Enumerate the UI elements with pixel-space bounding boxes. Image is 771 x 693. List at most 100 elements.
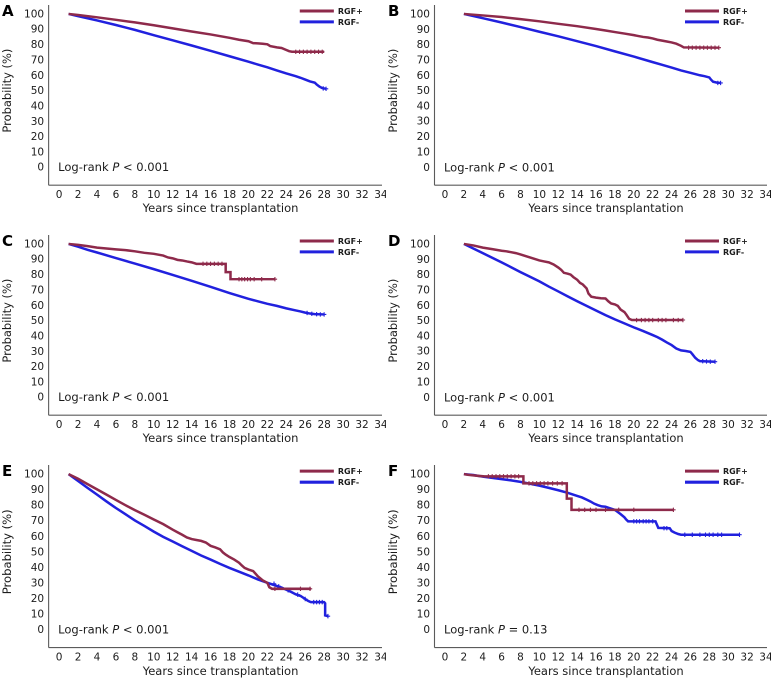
y-tick-label: 80 xyxy=(417,269,430,281)
y-tick-label: 50 xyxy=(417,85,430,97)
x-tick-label: 18 xyxy=(608,419,621,431)
x-tick-label: 6 xyxy=(498,189,505,201)
series-rgf-minusplus-curve xyxy=(68,242,275,281)
y-tick-label: 10 xyxy=(417,608,430,620)
x-tick-label: 4 xyxy=(94,652,101,664)
x-tick-label: 26 xyxy=(684,652,698,664)
y-axis-title: Probability (%) xyxy=(0,509,14,594)
x-tick-label: 32 xyxy=(740,652,753,664)
x-tick-label: 16 xyxy=(589,189,602,201)
log-rank-annotation: Log-rank P < 0.001 xyxy=(444,160,555,174)
x-tick-label: 8 xyxy=(517,419,524,431)
series-rgf-minus-curve xyxy=(463,242,716,363)
y-tick-label: 30 xyxy=(417,116,430,128)
x-tick-label: 18 xyxy=(223,419,236,431)
legend-label: RGF- xyxy=(338,478,359,487)
x-tick-label: 22 xyxy=(646,419,659,431)
y-tick-label: 10 xyxy=(417,376,430,388)
legend-label: RGF+ xyxy=(338,7,363,16)
censor-marks xyxy=(700,358,718,364)
x-tick-label: 2 xyxy=(461,419,468,431)
x-tick-label: 30 xyxy=(722,419,735,431)
panel-letter: C xyxy=(2,232,13,250)
x-tick-label: 22 xyxy=(261,419,274,431)
y-tick-label: 80 xyxy=(31,500,45,512)
y-tick-label: 20 xyxy=(31,131,44,143)
y-tick-label: 50 xyxy=(31,85,44,97)
panel-B: 0 10 20 30 40 50 60 70 80 90 100 0 2 4 6 8 10 12 14 16 18 20 2… xyxy=(386,0,771,230)
x-tick-label: 16 xyxy=(589,652,603,664)
x-tick-label: 24 xyxy=(280,189,294,201)
panel-letter: F xyxy=(388,462,398,480)
y-tick-label: 90 xyxy=(31,24,44,36)
x-tick-label: 32 xyxy=(740,189,753,201)
censor-marks xyxy=(715,80,723,86)
y-tick-label: 100 xyxy=(24,8,44,20)
y-tick-label: 70 xyxy=(31,284,44,296)
x-tick-label: 26 xyxy=(684,189,697,201)
x-tick-label: 12 xyxy=(166,652,179,664)
x-tick-label: 2 xyxy=(461,189,468,201)
x-tick-label: 8 xyxy=(132,419,139,431)
y-tick-label: 30 xyxy=(31,346,44,358)
x-tick-label: 18 xyxy=(223,189,236,201)
x-tick-label: 16 xyxy=(204,652,218,664)
x-tick-label: 24 xyxy=(665,652,679,664)
y-tick-label: 20 xyxy=(417,361,430,373)
censor-marks xyxy=(271,581,331,619)
x-tick-label: 12 xyxy=(166,189,179,201)
x-tick-label: 34 xyxy=(374,189,386,201)
series-rgf-minus-curve xyxy=(463,12,721,85)
x-tick-label: 28 xyxy=(703,419,716,431)
y-tick-label: 60 xyxy=(31,70,44,82)
x-tick-label: 0 xyxy=(56,419,63,431)
y-axis-title: Probability (%) xyxy=(0,279,14,363)
legend-label: RGF+ xyxy=(723,237,748,246)
x-tick-label: 28 xyxy=(317,419,330,431)
x-tick-label: 0 xyxy=(442,419,449,431)
y-axis-title: Probability (%) xyxy=(0,49,14,133)
y-tick-label: 90 xyxy=(31,484,45,496)
y-tick-label: 90 xyxy=(31,254,44,266)
y-tick-label: 100 xyxy=(410,469,430,481)
y-tick-label: 20 xyxy=(31,593,45,605)
y-tick-label: 20 xyxy=(31,361,44,373)
censor-marks xyxy=(486,474,676,513)
x-tick-label: 4 xyxy=(479,419,486,431)
x-tick-label: 34 xyxy=(374,652,386,664)
series-rgf-minusplus-curve xyxy=(68,12,325,54)
y-tick-label: 10 xyxy=(417,146,430,158)
log-rank-annotation: Log-rank P < 0.001 xyxy=(444,390,555,404)
y-tick-label: 40 xyxy=(417,562,430,574)
y-tick-label: 70 xyxy=(417,54,430,66)
panel-C: 0 10 20 30 40 50 60 70 80 90 100 0 2 4 6 8 10 12 14 16 18 20 2… xyxy=(0,230,386,460)
log-rank-annotation: Log-rank P < 0.001 xyxy=(58,622,169,636)
x-axis-title: Years since transplantation xyxy=(527,664,683,678)
x-tick-label: 14 xyxy=(185,189,199,201)
x-tick-label: 32 xyxy=(355,189,368,201)
x-tick-label: 20 xyxy=(242,189,255,201)
x-tick-label: 24 xyxy=(280,419,294,431)
x-tick-label: 4 xyxy=(94,419,101,431)
legend-label: RGF+ xyxy=(723,467,748,476)
x-tick-label: 20 xyxy=(627,652,640,664)
series-rgf-minusplus-curve xyxy=(463,12,719,49)
y-tick-label: 60 xyxy=(31,531,45,543)
x-tick-label: 0 xyxy=(442,189,449,201)
x-tick-label: 18 xyxy=(608,652,621,664)
y-tick-label: 50 xyxy=(31,546,45,558)
x-axis-title: Years since transplantation xyxy=(142,431,299,445)
censor-marks xyxy=(293,49,325,54)
y-tick-label: 70 xyxy=(417,515,430,527)
x-tick-label: 2 xyxy=(461,652,468,664)
x-tick-label: 26 xyxy=(299,652,313,664)
legend-label: RGF+ xyxy=(338,237,363,246)
y-tick-label: 40 xyxy=(417,330,430,342)
x-axis-title: Years since transplantation xyxy=(142,201,299,215)
y-tick-label: 80 xyxy=(31,269,44,281)
panel-D: 0 10 20 30 40 50 60 70 80 90 100 0 2 4 6 8 10 12 14 16 18 20 2… xyxy=(386,230,771,460)
series-rgf-minus-curve xyxy=(68,12,327,91)
y-tick-label: 40 xyxy=(31,100,44,112)
y-tick-label: 40 xyxy=(417,100,430,112)
